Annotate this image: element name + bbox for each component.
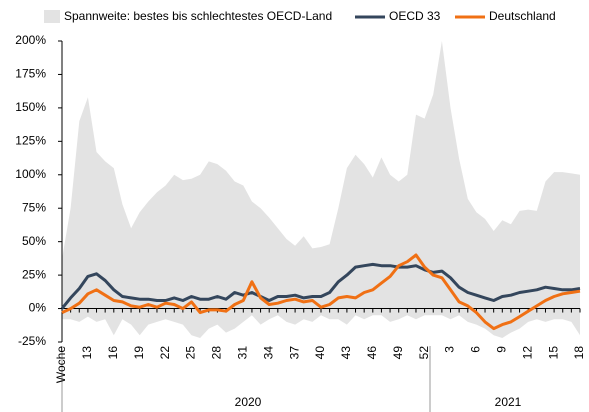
year-label: 2020 [235,395,262,409]
y-tick-label: 175% [15,67,46,81]
legend-swatch-range [44,10,60,23]
y-tick-label: 25% [22,267,46,281]
y-tick-label: 125% [15,134,46,148]
x-tick-label: 16 [106,346,120,360]
x-tick-label: 52 [417,346,431,360]
x-tick-label: 12 [520,346,534,360]
line [61,253,581,331]
y-tick-label: 100% [15,167,46,181]
year-label: 2021 [495,395,522,409]
x-tick-label: 9 [494,346,508,353]
x-tick-label: 49 [391,346,405,360]
x-tick-label: 15 [546,346,560,360]
x-tick-label: 22 [158,346,172,360]
x-tick-label: 13 [80,346,94,360]
x-tick-label: 37 [287,346,301,360]
line [60,262,581,310]
x-tick-label: 3 [443,346,457,353]
x-tick-label: 46 [365,346,379,360]
x-tick-label: 40 [313,346,327,360]
y-tick-label: 0% [29,301,47,315]
x-tick-label: 25 [184,346,198,360]
x-tick-label: 28 [210,346,224,360]
x-tick-label: 43 [339,346,353,360]
y-tick-label: 50% [22,234,46,248]
y-tick-label: 75% [22,200,46,214]
legend-label: Deutschland [489,9,556,23]
range-area [62,41,580,338]
y-tick-label: -25% [18,334,46,348]
legend-label: OECD 33 [389,9,441,23]
legend-label: Spannweite: bestes bis schlechtestes OEC… [64,9,332,23]
x-tick-label: 6 [469,346,483,353]
x-tick-label: 19 [132,346,146,360]
y-tick-label: 200% [15,33,46,47]
x-tick-label: 31 [235,346,249,360]
x-tick-label: 34 [261,346,275,360]
x-tick-label: 18 [572,346,586,360]
y-tick-label: 150% [15,100,46,114]
x-tick-label: Woche [54,346,68,383]
